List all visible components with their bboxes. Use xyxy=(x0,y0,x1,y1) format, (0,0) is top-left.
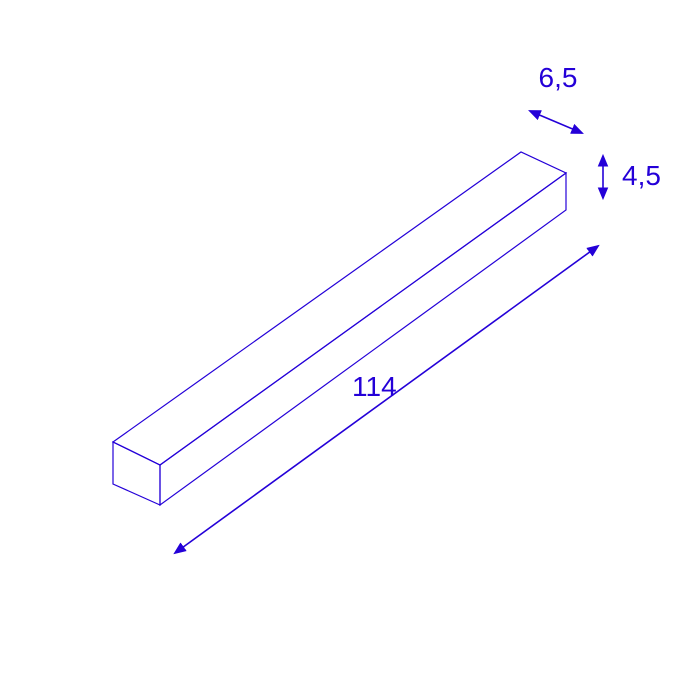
bar-front-face xyxy=(113,442,160,505)
bar-shape xyxy=(113,152,566,505)
bar-side-face xyxy=(160,173,566,505)
dimension-width-line xyxy=(530,111,582,133)
bar-top-face xyxy=(113,152,566,465)
dimension-width-label: 6,5 xyxy=(539,62,578,93)
dimension-length-label: 114 xyxy=(352,371,397,402)
dimension-height-label: 4,5 xyxy=(622,160,661,191)
dimension-diagram: 114 6,5 4,5 xyxy=(0,0,700,700)
